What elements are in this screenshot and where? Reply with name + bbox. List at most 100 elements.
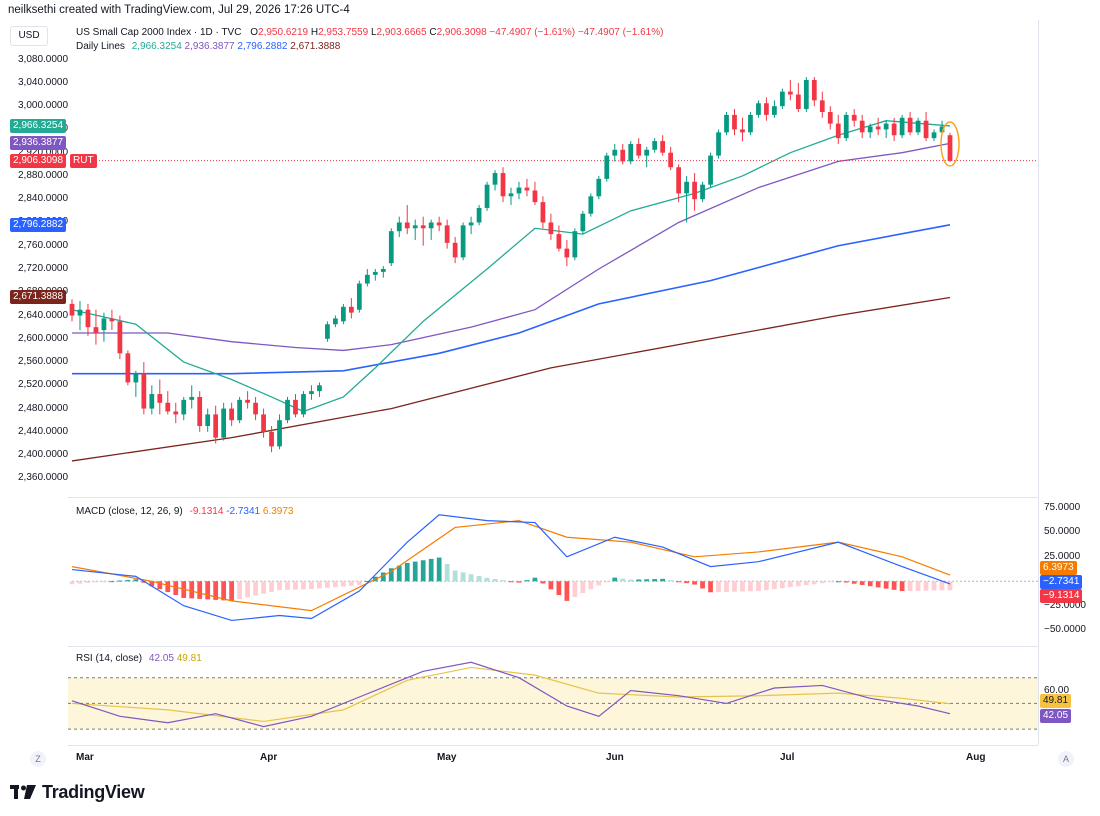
macd-histogram-bar (285, 581, 290, 590)
macd-histogram-bar (899, 581, 905, 592)
zoom-reset-button[interactable]: Z (30, 751, 46, 767)
candle-body (165, 402, 171, 412)
macd-histogram-bar (341, 581, 346, 587)
candle-body (101, 318, 107, 331)
candle-body (588, 196, 594, 214)
ohlc-high: H2,953.7559 (310, 27, 369, 38)
macd-histogram-bar (636, 579, 642, 582)
time-axis-border (68, 745, 1038, 746)
macd-histogram-bar (189, 581, 195, 599)
macd-histogram-bar (676, 581, 681, 583)
macd-histogram-bar (269, 581, 274, 592)
candle-body (396, 222, 402, 232)
price-tick-label: 2,720.0000 (18, 263, 69, 274)
tradingview-branding[interactable]: TradingView (10, 782, 145, 804)
candle-body (915, 120, 921, 133)
candle-body (460, 225, 466, 258)
macd-histogram-bar (891, 581, 897, 590)
candle-body (795, 94, 801, 110)
candle-body (883, 123, 889, 130)
macd-histogram-bar (492, 579, 498, 582)
ma100-value: 2,796.2882 (237, 41, 288, 52)
macd-histogram-bar (468, 574, 474, 582)
rsi-value: 42.05 (148, 653, 174, 664)
macd-histogram-bar (548, 581, 554, 590)
candle-body (221, 408, 227, 438)
candle-body (772, 106, 777, 115)
macd-tag: −2.7341 (1040, 575, 1083, 589)
candle-body (732, 114, 737, 130)
pane-separator[interactable] (68, 646, 1038, 647)
candle-body (309, 391, 314, 395)
candle-body (596, 178, 602, 197)
macd-histogram-bar (947, 581, 953, 591)
candle-body (133, 373, 139, 383)
macd-histogram-bar (835, 581, 841, 583)
macd-histogram-bar (364, 580, 370, 582)
currency-button[interactable]: USD (10, 26, 48, 46)
candle-body (372, 271, 378, 275)
time-axis-label: May (437, 752, 457, 763)
macd-histogram-bar (867, 581, 873, 587)
candle-body (939, 126, 945, 133)
macd-histogram-bar (652, 579, 658, 582)
macd-histogram-bar (85, 581, 91, 583)
tradingview-brand: TradingView (42, 782, 145, 802)
candle-body (325, 324, 330, 339)
macd-histogram-bar (628, 579, 634, 582)
macd-histogram-bar (436, 557, 442, 582)
candle-body (117, 321, 123, 354)
price-tick-label: 2,400.0000 (18, 449, 69, 461)
macd-histogram-bar (69, 581, 75, 585)
candle-body (700, 184, 705, 200)
rsi-tick-label: 60.00 (1044, 684, 1070, 696)
macd-histogram-bar (141, 581, 147, 583)
macd-histogram-bar (756, 581, 761, 592)
macd-histogram-bar (317, 581, 322, 589)
macd-histogram-bar (915, 581, 921, 591)
macd-histogram-bar (883, 581, 889, 589)
pane-separator[interactable] (68, 497, 1038, 498)
price-tick-label: 2,640.0000 (18, 309, 69, 321)
price-tick-label: 2,760.0000 (18, 239, 69, 251)
candle-body (189, 396, 195, 400)
candle-body (181, 399, 187, 415)
chart-credit: neilksethi created with TradingView.com,… (8, 4, 350, 16)
rsi-ma-value: 49.81 (176, 653, 202, 664)
macd-histogram-bar (564, 581, 570, 601)
candle-body (508, 193, 514, 197)
macd-pane (69, 514, 1038, 622)
macd-histogram-bar (396, 565, 402, 582)
ma100-line (72, 224, 951, 375)
candle-body (484, 184, 490, 208)
macd-histogram-bar (325, 581, 330, 588)
macd-histogram-bar (77, 581, 83, 584)
macd-histogram-bar (205, 581, 211, 600)
macd-histogram-bar (780, 581, 785, 589)
candle-body (532, 190, 538, 203)
candle-body (740, 129, 745, 133)
rsi-legend: RSI (14, close) 42.05 49.81 (76, 653, 202, 664)
auto-scale-button[interactable]: A (1058, 751, 1074, 767)
candle-body (197, 396, 203, 427)
macd-histogram-bar (348, 581, 354, 586)
macd-histogram-bar (500, 580, 506, 582)
macd-signal-value: 6.3973 (262, 506, 294, 517)
candle-body (811, 79, 817, 101)
macd-histogram-bar (213, 581, 219, 600)
candle-body (580, 213, 586, 232)
ma20-value: 2,966.3254 (131, 41, 182, 52)
macd-histogram-bar (197, 581, 203, 599)
time-axis-label: Aug (966, 752, 986, 763)
macd-tag: 6.3973 (1040, 561, 1077, 575)
macd-histogram-bar (109, 581, 115, 583)
macd-label: MACD (close, 12, 26, 9) (76, 506, 183, 517)
price-tag: 2,906.3098 (10, 153, 67, 168)
macd-histogram-bar (716, 581, 721, 593)
candle-body (341, 306, 346, 322)
candle-body (628, 143, 634, 162)
macd-histogram-bar (149, 581, 155, 587)
macd-histogram-bar (301, 581, 306, 590)
macd-histogram-bar (803, 581, 809, 586)
